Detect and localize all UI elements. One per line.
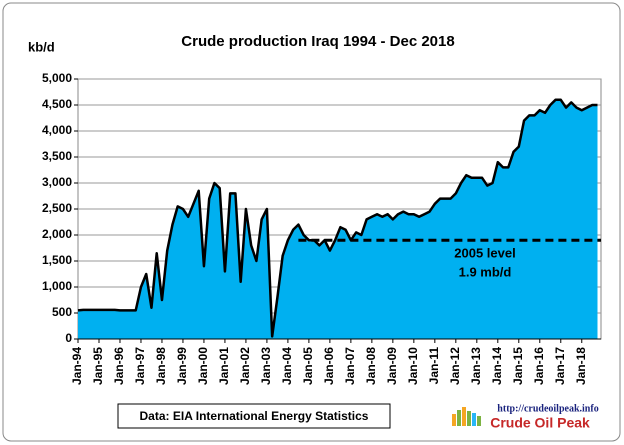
x-tick-label: Jan-07 bbox=[343, 347, 357, 385]
x-tick-label: Jan-96 bbox=[112, 347, 126, 385]
area bbox=[78, 99, 598, 339]
x-tick-label: Jan-16 bbox=[532, 347, 546, 385]
x-tick-label: Jan-13 bbox=[469, 347, 483, 385]
y-tick-label: 4,500 bbox=[42, 97, 72, 111]
x-tick-label: Jan-97 bbox=[133, 347, 147, 385]
x-tick-label: Jan-01 bbox=[217, 347, 231, 385]
x-tick-label: Jan-10 bbox=[406, 347, 420, 385]
x-tick-label: Jan-17 bbox=[553, 347, 567, 385]
x-tick-label: Jan-94 bbox=[70, 347, 84, 385]
x-tick-label: Jan-00 bbox=[196, 347, 210, 385]
x-tick-label: Jan-05 bbox=[301, 347, 315, 385]
logo-name: Crude Oil Peak bbox=[490, 415, 590, 431]
x-tick-label: Jan-06 bbox=[322, 347, 336, 385]
x-tick-label: Jan-14 bbox=[490, 347, 504, 385]
annotation: 2005 level bbox=[454, 246, 515, 261]
x-tick-label: Jan-12 bbox=[448, 347, 462, 385]
x-tick-label: Jan-09 bbox=[385, 347, 399, 385]
y-tick-label: 4,000 bbox=[42, 123, 72, 137]
logo-icon bbox=[452, 407, 481, 426]
source-box bbox=[117, 403, 391, 429]
x-tick-label: Jan-98 bbox=[154, 347, 168, 385]
y-tick-label: 500 bbox=[52, 305, 72, 319]
y-tick-label: 3,000 bbox=[42, 175, 72, 189]
chart-title: Crude production Iraq 1994 - Dec 2018 bbox=[181, 33, 454, 50]
x-tick-label: Jan-95 bbox=[91, 347, 105, 385]
source: Data: EIA International Energy Statistic… bbox=[140, 409, 369, 423]
x-tick-label: Jan-15 bbox=[511, 347, 525, 385]
y-tick-label: 1,000 bbox=[42, 279, 72, 293]
y-tick-label: 2,000 bbox=[42, 227, 72, 241]
annotation: 1.9 mb/d bbox=[459, 265, 512, 280]
x-tick-label: Jan-03 bbox=[259, 347, 273, 385]
logo-url: http://crudeoilpeak.info bbox=[497, 403, 598, 414]
y-tick-label: 1,500 bbox=[42, 253, 72, 267]
x-tick-label: Jan-04 bbox=[280, 347, 294, 385]
x-tick-label: Jan-08 bbox=[364, 347, 378, 385]
y-tick-label: 5,000 bbox=[42, 71, 72, 85]
line bbox=[77, 98, 598, 338]
x-tick-label: Jan-99 bbox=[175, 347, 189, 385]
y-axis-label: kb/d bbox=[28, 39, 55, 54]
x-tick-label: Jan-02 bbox=[238, 347, 252, 385]
y-tick-label: 2,500 bbox=[42, 201, 72, 215]
y-tick-label: 3,500 bbox=[42, 149, 72, 163]
x-tick-label: Jan-18 bbox=[574, 347, 588, 385]
x-tick-label: Jan-11 bbox=[427, 347, 441, 385]
y-tick-label: 0 bbox=[65, 331, 72, 345]
